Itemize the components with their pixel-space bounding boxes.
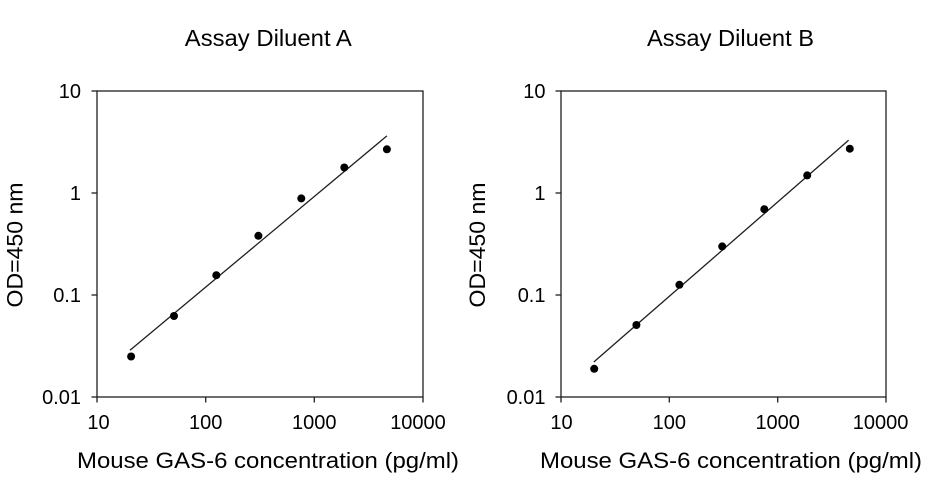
svg-text:1: 1 <box>70 183 81 205</box>
svg-text:Mouse GAS-6 concentration (pg/: Mouse GAS-6 concentration (pg/ml) <box>77 448 459 473</box>
svg-text:10000: 10000 <box>390 412 446 434</box>
svg-text:100: 100 <box>653 412 686 434</box>
svg-text:10000: 10000 <box>853 412 909 434</box>
svg-text:0.1: 0.1 <box>53 285 81 307</box>
svg-text:Mouse GAS-6 concentration (pg/: Mouse GAS-6 concentration (pg/ml) <box>540 448 922 473</box>
svg-text:10: 10 <box>59 81 81 103</box>
svg-text:1000: 1000 <box>292 412 337 434</box>
svg-text:0.01: 0.01 <box>507 387 546 409</box>
svg-text:1000: 1000 <box>755 412 800 434</box>
svg-text:Assay Diluent A: Assay Diluent A <box>185 25 353 51</box>
svg-text:10: 10 <box>523 81 545 103</box>
svg-text:Assay Diluent B: Assay Diluent B <box>647 25 814 51</box>
svg-text:100: 100 <box>189 412 222 434</box>
svg-text:10: 10 <box>87 412 109 434</box>
svg-text:1: 1 <box>534 183 545 205</box>
svg-text:10: 10 <box>550 412 572 434</box>
svg-text:0.01: 0.01 <box>42 387 81 409</box>
svg-text:OD=450 nm: OD=450 nm <box>465 183 490 308</box>
svg-text:0.1: 0.1 <box>518 285 546 307</box>
svg-text:OD=450 nm: OD=450 nm <box>2 183 27 308</box>
